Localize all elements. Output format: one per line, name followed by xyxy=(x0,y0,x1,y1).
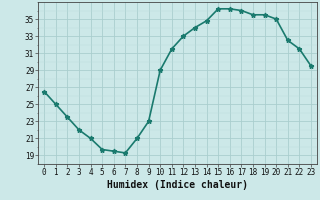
X-axis label: Humidex (Indice chaleur): Humidex (Indice chaleur) xyxy=(107,180,248,190)
